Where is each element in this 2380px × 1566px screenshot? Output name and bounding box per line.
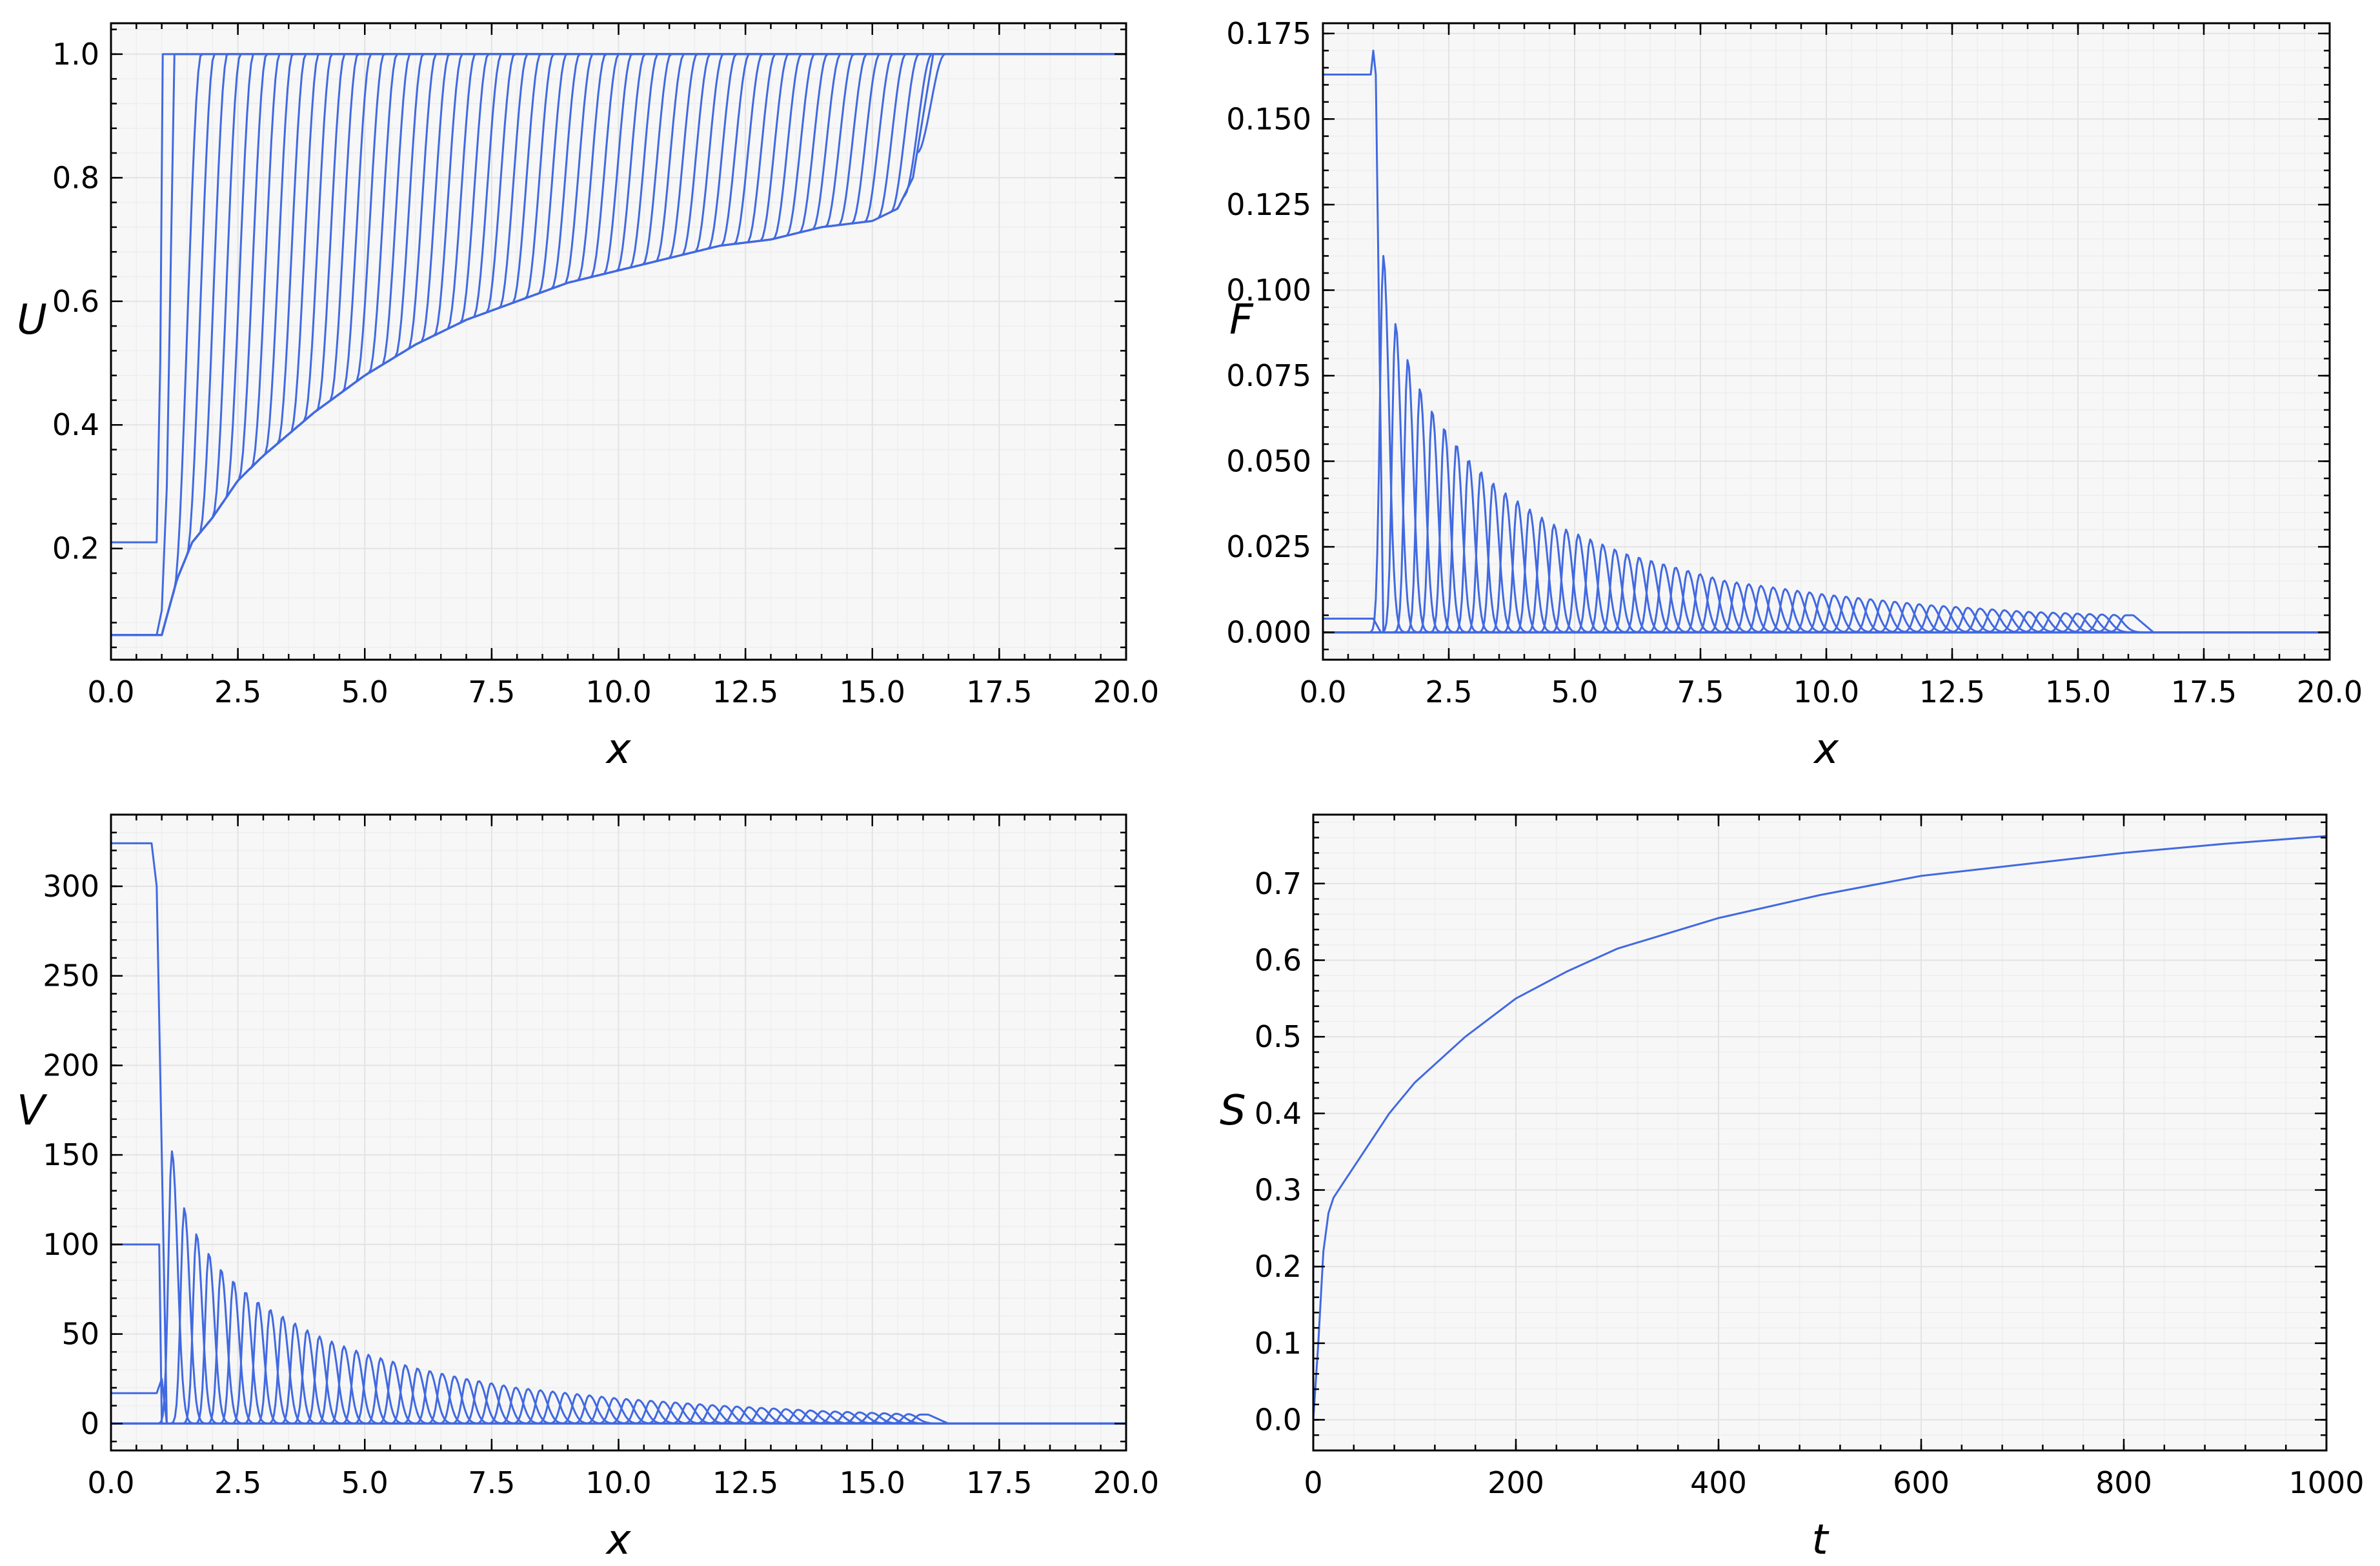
y-tick-label: 0.3: [1255, 1173, 1302, 1208]
y-tick-label: 0.100: [1226, 272, 1311, 307]
x-tick-label: 0.0: [87, 675, 134, 709]
y-tick-label: 0.075: [1226, 358, 1311, 393]
x-tick-label: 400: [1690, 1465, 1747, 1500]
axes-frame: [1312, 813, 2328, 1452]
y-tick-label: 250: [43, 959, 99, 993]
y-tick-label: 0.5: [1255, 1019, 1302, 1054]
x-tick-label: 7.5: [468, 675, 515, 709]
y-tick-label: 0.025: [1226, 529, 1311, 564]
x-axis-label: x: [605, 1516, 632, 1564]
subplot-s: 0 200 400 600 800 1000 0.0 0.1 0.2 0.3 0.4 0.5 0.6 0.…: [1220, 813, 2365, 1564]
x-tick-label: 17.5: [2171, 675, 2237, 709]
series-line: [111, 53, 1126, 636]
ticks: [1322, 23, 2331, 660]
y-tick-label: 0.0: [1255, 1403, 1302, 1438]
y-tick-label: 1.0: [52, 37, 99, 72]
x-tick-label: 15.0: [2045, 675, 2111, 709]
x-tick-label: 2.5: [214, 1465, 261, 1500]
x-axis-label: x: [1813, 726, 1839, 773]
x-tick-label: 7.5: [468, 1465, 515, 1500]
x-tick-label: 5.0: [341, 1465, 388, 1500]
y-axis-label: U: [17, 296, 47, 344]
y-tick-label: 0.1: [1255, 1326, 1302, 1361]
x-tick-label: 20.0: [2297, 675, 2363, 709]
y-tick-label: 0.000: [1226, 615, 1311, 650]
x-tick-label: 1000: [2288, 1465, 2364, 1500]
y-tick-label: 0.2: [52, 531, 99, 566]
subplot-f: 0.0 2.5 5.0 7.5 10.0 12.5 15.0 17.5 20.0 0.000 0.0…: [1226, 16, 2363, 773]
series-group: [111, 53, 1126, 636]
x-tick-label: 12.5: [712, 675, 778, 709]
x-tick-label: 0.0: [87, 1465, 134, 1500]
series-group: [1313, 835, 2326, 1420]
y-tick-label: 0.7: [1255, 866, 1302, 901]
subplot-u: 0.0 2.5 5.0 7.5 10.0 12.5 15.0 17.5 20.0 0.2 0.4 0.…: [17, 22, 1159, 773]
ticks: [110, 813, 1127, 1450]
x-tick-label: 12.5: [1919, 675, 1985, 709]
plot-area: [1313, 815, 2326, 1450]
x-tick-label: 7.5: [1677, 675, 1724, 709]
series-group: [1323, 49, 2330, 634]
y-tick-label: 0.6: [1255, 942, 1302, 977]
y-axis-label: S: [1220, 1087, 1246, 1135]
y-tick-label: 150: [43, 1137, 99, 1172]
x-tick-label: 2.5: [1425, 675, 1472, 709]
y-tick-label: 0.150: [1226, 101, 1311, 136]
x-tick-label: 200: [1488, 1465, 1544, 1500]
y-tick-label: 0.6: [52, 284, 99, 319]
y-tick-label: 0.050: [1226, 444, 1311, 479]
y-tick-label: 0.125: [1226, 187, 1311, 222]
x-tick-label: 20.0: [1093, 675, 1159, 709]
x-tick-label: 5.0: [1551, 675, 1598, 709]
x-tick-label: 20.0: [1093, 1465, 1159, 1500]
ticks: [1312, 815, 2328, 1452]
y-tick-label: 0.2: [1255, 1249, 1302, 1284]
y-tick-label: 0.8: [52, 160, 99, 195]
x-tick-label: 2.5: [214, 675, 261, 709]
y-tick-label: 0: [81, 1406, 99, 1441]
x-axis-label: t: [1811, 1516, 1830, 1564]
x-tick-label: 12.5: [712, 1465, 778, 1500]
y-axis-label: V: [17, 1087, 48, 1135]
x-tick-label: 0: [1304, 1465, 1322, 1500]
y-tick-label: 200: [43, 1048, 99, 1083]
y-axis-label: F: [1229, 296, 1254, 344]
y-tick-label: 0.4: [1255, 1096, 1302, 1131]
x-tick-label: 10.0: [585, 1465, 651, 1500]
x-tick-label: 5.0: [341, 675, 388, 709]
x-tick-label: 10.0: [585, 675, 651, 709]
x-tick-label: 800: [2095, 1465, 2152, 1500]
x-tick-label: 17.5: [966, 675, 1032, 709]
major-grid: [1313, 815, 2327, 1450]
y-tick-label: 0.4: [52, 407, 99, 442]
subplot-v: 0.0 2.5 5.0 7.5 10.0 12.5 15.0 17.5 20.0 0 50 100 15…: [17, 813, 1159, 1564]
series-group: [111, 842, 1126, 1425]
y-tick-label: 50: [61, 1317, 99, 1352]
x-tick-label: 0.0: [1299, 675, 1346, 709]
x-tick-label: 15.0: [840, 1465, 905, 1500]
x-tick-label: 10.0: [1793, 675, 1859, 709]
y-tick-label: 0.175: [1226, 16, 1311, 51]
x-axis-label: x: [605, 726, 632, 773]
ticks: [110, 23, 1127, 660]
y-tick-label: 100: [43, 1227, 99, 1262]
y-tick-label: 300: [43, 869, 99, 904]
x-tick-label: 17.5: [966, 1465, 1032, 1500]
series-line: [1313, 835, 2326, 1420]
x-tick-label: 600: [1893, 1465, 1950, 1500]
x-tick-label: 15.0: [840, 675, 905, 709]
